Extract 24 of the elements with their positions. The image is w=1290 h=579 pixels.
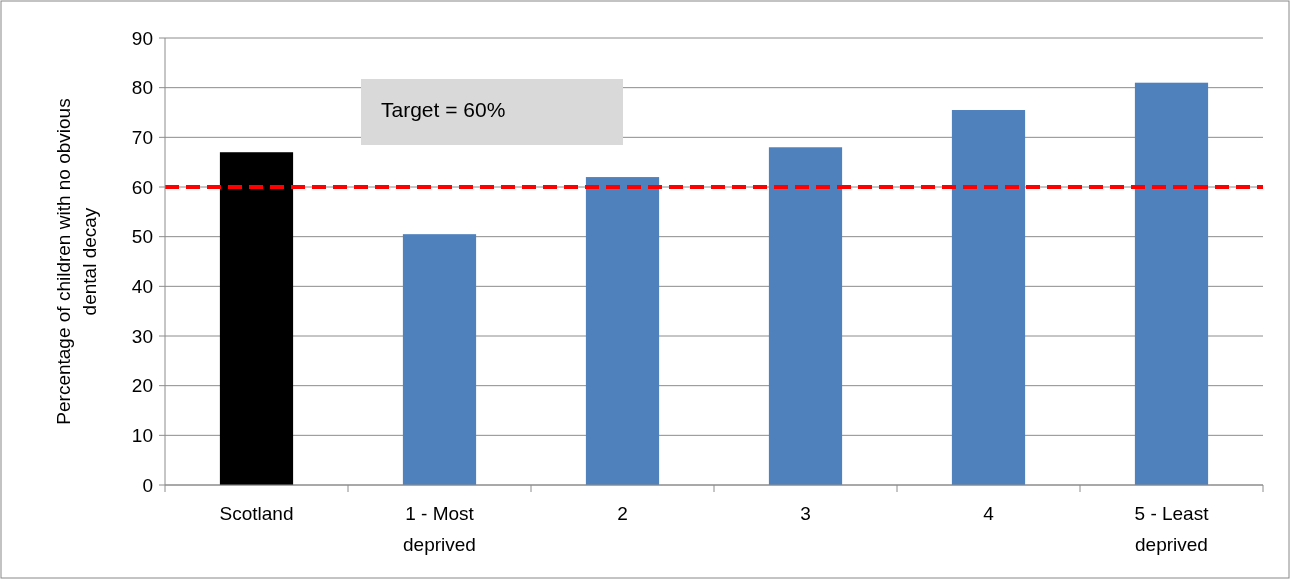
- x-tick-label: 4: [983, 503, 995, 524]
- x-tick-label: 5 - Least deprived: [1134, 503, 1210, 555]
- x-tick-label: 2: [617, 503, 628, 524]
- bar: [951, 110, 1026, 485]
- annotation: Target = 60%: [381, 98, 506, 121]
- y-tick-label: 90: [131, 27, 153, 49]
- x-tick-label: 1 - Most deprived: [403, 503, 476, 555]
- bar: [219, 152, 294, 485]
- y-tick-label: 50: [131, 226, 153, 248]
- y-tick-label: 40: [131, 275, 153, 297]
- y-axis-title: Percentage of children with no obvious dental decay: [53, 98, 100, 425]
- bar: [402, 234, 477, 485]
- y-tick-label: 30: [131, 325, 153, 347]
- y-tick-label: 70: [131, 126, 153, 148]
- y-tick-label: 80: [131, 77, 153, 99]
- y-tick-label: 60: [131, 176, 153, 198]
- y-tick-label: 0: [142, 474, 153, 496]
- y-tick-label: 10: [131, 424, 153, 446]
- bar: [768, 147, 843, 485]
- bar: [1134, 82, 1209, 485]
- bar: [585, 177, 660, 485]
- x-tick-label: 3: [800, 503, 811, 524]
- x-tick-label: Scotland: [219, 503, 294, 524]
- y-tick-label: 20: [131, 375, 153, 397]
